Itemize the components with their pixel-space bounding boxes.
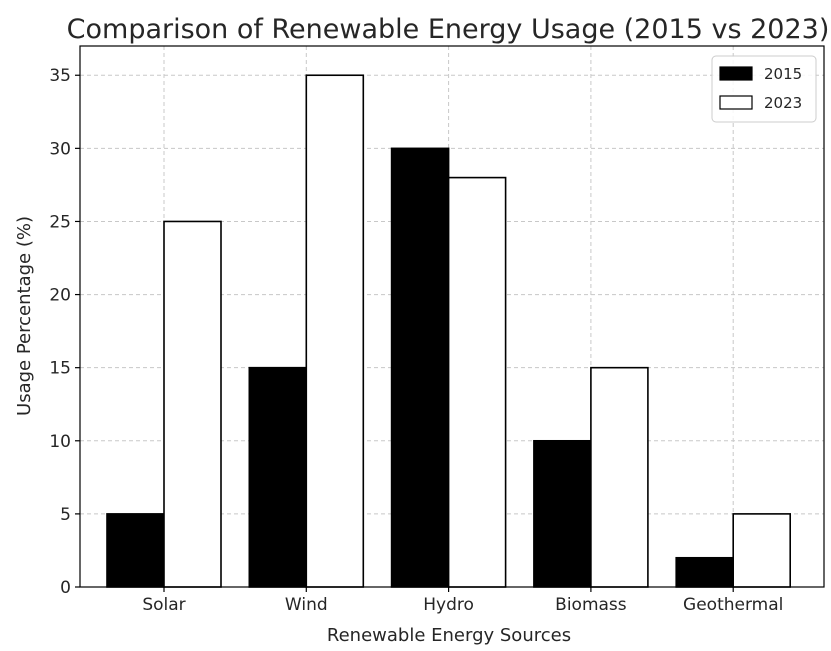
legend-swatch-2023 [719,95,753,110]
y-tick-label: 10 [49,432,71,452]
x-tick-label: Geothermal [683,595,783,615]
x-axis-label: Renewable Energy Sources [327,625,571,646]
bar-2023-geothermal [732,513,792,588]
x-tick-label: Hydro [423,595,474,615]
y-axis-label: Usage Percentage (%) [14,216,35,416]
bar-2015-hydro [390,147,450,588]
x-axis-ticks: Solar Wind Hydro Biomass Geothermal [142,587,783,615]
x-tick-label: Solar [142,595,185,615]
y-axis-ticks: 0 5 10 15 20 25 30 35 [49,66,80,598]
bar-2015-wind [248,366,308,588]
bar-2015-geothermal [675,556,735,588]
y-tick-label: 30 [49,139,71,159]
bars [106,74,792,588]
y-tick-label: 25 [49,212,71,232]
y-tick-label: 35 [49,66,71,86]
y-tick-label: 15 [49,359,71,379]
bar-2023-wind [305,74,365,588]
y-tick-label: 20 [49,286,71,306]
legend-label-2023: 2023 [764,94,802,112]
legend-swatch-2015 [719,66,753,81]
bar-2015-biomass [533,439,592,588]
chart-title: Comparison of Renewable Energy Usage (20… [67,14,830,45]
bar-2023-biomass [590,366,649,588]
plot-frame [79,45,825,588]
legend: 2015 2023 [711,55,817,123]
bar-2015-solar [106,513,165,588]
y-tick-label: 5 [60,505,71,525]
bar-2023-solar [163,220,222,588]
y-tick-label: 0 [60,578,71,598]
legend-label-2015: 2015 [764,65,802,83]
bar-2023-hydro [447,176,507,588]
x-tick-label: Biomass [555,595,627,615]
x-tick-label: Wind [285,595,328,615]
